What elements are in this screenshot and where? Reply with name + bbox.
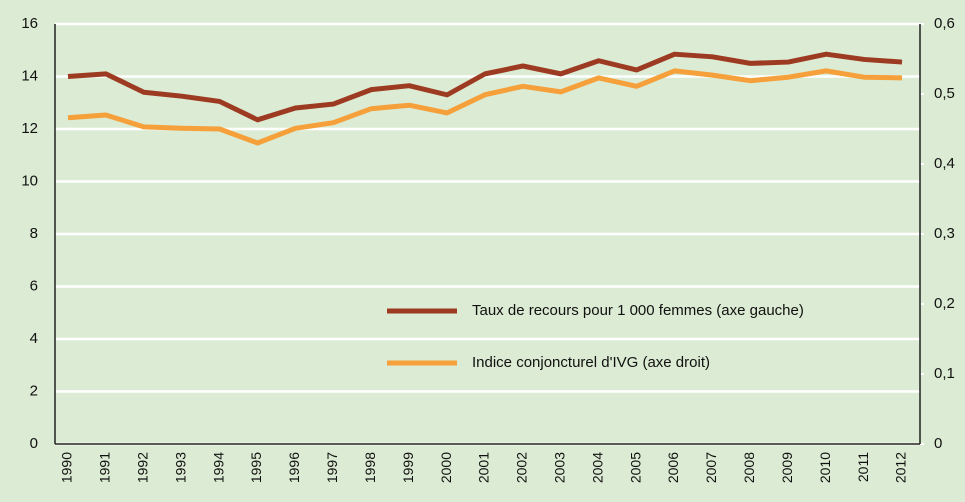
y-tick-label: 4 [30,330,38,347]
x-tick-label: 2009 [779,452,795,483]
x-tick-label: 1998 [362,452,378,483]
x-tick-label: 2011 [855,452,871,482]
y-tick-label: 2 [30,382,38,399]
series-line [67,51,903,123]
x-tick-label: 2001 [476,452,492,483]
legend-label: Taux de recours pour 1 000 femmes (axe g… [472,302,804,319]
y2-tick-label: 0 [934,435,942,452]
y-tick-label: 6 [30,277,38,294]
x-tick-label: 1996 [286,452,302,483]
y-tick-label: 12 [21,120,38,137]
legend-label: Indice conjoncturel d'IVG (axe droit) [472,354,710,371]
y2-tick-label: 0,1 [934,365,955,382]
x-tick-label: 1991 [97,452,113,483]
x-tick-label: 1995 [248,452,264,483]
y2-tick-label: 0,4 [934,155,955,172]
x-tick-label: 1990 [59,452,75,483]
x-tick-label: 1992 [135,452,151,483]
x-tick-label: 2004 [589,452,605,483]
x-tick-label: 1999 [400,452,416,483]
x-tick-label: 2005 [627,452,643,483]
x-tick-label: 1994 [210,452,226,483]
y2-tick-label: 0,6 [934,15,955,32]
x-tick-label: 1997 [324,452,340,483]
y-tick-label: 10 [21,172,38,189]
series-line [67,68,903,146]
y-tick-label: 16 [21,15,38,32]
x-tick-label: 2010 [817,452,833,483]
x-tick-label: 2006 [665,452,681,483]
x-tick-label: 2000 [438,452,454,483]
x-tick-label: 2008 [741,452,757,483]
x-tick-label: 2007 [703,452,719,483]
y2-tick-label: 0,2 [934,295,955,312]
x-tick-label: 1993 [172,452,188,483]
x-tick-label: 2002 [514,452,530,483]
y-tick-label: 14 [21,67,38,84]
y-tick-label: 0 [30,435,38,452]
y-tick-label: 8 [30,225,38,242]
y2-tick-label: 0,5 [934,85,955,102]
y2-tick-label: 0,3 [934,225,955,242]
x-tick-label: 2012 [893,452,909,483]
x-tick-label: 2003 [552,452,568,483]
